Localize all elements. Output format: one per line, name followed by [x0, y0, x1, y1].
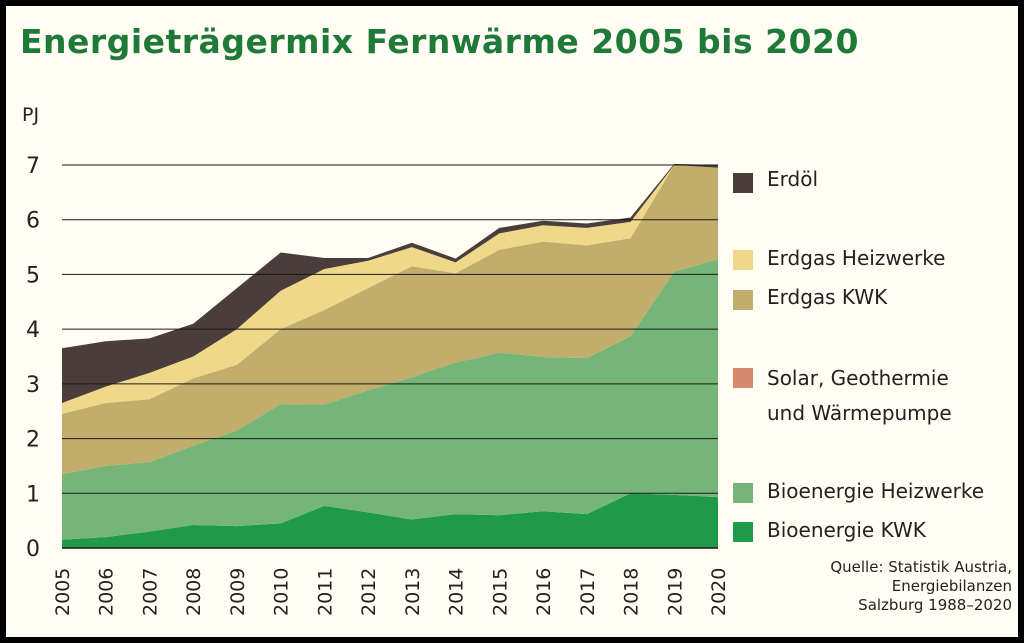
- area-erdöl: [62, 163, 718, 403]
- y-tick-label: 5: [26, 263, 40, 288]
- x-tick-label: 2009: [227, 568, 249, 616]
- legend-label: Erdgas KWK: [767, 285, 888, 309]
- legend-swatch: [733, 250, 753, 270]
- y-tick-label: 6: [26, 209, 40, 234]
- x-tick-label: 2020: [708, 568, 730, 616]
- source-line: Quelle: Statistik Austria,: [830, 558, 1012, 576]
- x-tick-label: 2010: [271, 568, 293, 616]
- chart-title: Energieträgermix Fernwärme 2005 bis 2020: [20, 22, 859, 61]
- area-erdgas-heizwerke: [62, 165, 718, 414]
- x-tick-label: 2011: [314, 568, 336, 616]
- x-tick-label: 2008: [183, 568, 205, 616]
- legend-label: Solar, Geothermie und Wärmepumpe: [767, 366, 952, 425]
- legend-label: Bioenergie Heizwerke: [767, 479, 985, 503]
- area-layers: [62, 163, 718, 548]
- legend-swatch: [733, 483, 753, 503]
- x-tick-label: 2013: [402, 568, 424, 616]
- source-line: Energiebilanzen: [891, 577, 1012, 595]
- legend-swatch: [733, 522, 753, 542]
- y-axis-unit-label: PJ: [22, 104, 40, 126]
- x-tick-label: 2012: [358, 568, 380, 616]
- source-line: Salzburg 1988–2020: [858, 596, 1012, 614]
- x-tick-label: 2015: [489, 568, 511, 616]
- y-tick-label: 3: [26, 373, 40, 398]
- y-tick-label: 2: [26, 428, 40, 453]
- legend-swatch: [733, 290, 753, 310]
- y-tick-label: 0: [26, 537, 40, 562]
- y-tick-label: 7: [26, 154, 40, 179]
- legend-label: Bioenergie KWK: [767, 518, 926, 542]
- y-tick-labels: 0 1 2 3 4 5 6 7: [26, 154, 40, 562]
- x-tick-label: 2018: [621, 568, 643, 616]
- x-tick-label: 2016: [533, 568, 555, 616]
- legend-swatch: [733, 173, 753, 193]
- x-tick-label: 2007: [140, 568, 162, 616]
- gridlines: [62, 164, 718, 549]
- x-tick-labels: 2005 2006 2007 2008 2009 2010 2011 2012 2013 2014…: [52, 568, 730, 616]
- area-bioenergie-heizwerke: [62, 259, 718, 540]
- x-tick-label: 2005: [52, 568, 74, 616]
- legend-swatch: [733, 368, 753, 388]
- x-tick-label: 2014: [446, 568, 468, 616]
- y-tick-label: 4: [26, 318, 40, 343]
- area-bioenergie-kwk: [62, 493, 718, 548]
- y-tick-label: 1: [26, 482, 40, 507]
- legend-label: Erdöl: [767, 167, 818, 191]
- area-erdgas-kwk: [62, 165, 718, 475]
- x-tick-label: 2019: [664, 568, 686, 616]
- legend-label: Erdgas Heizwerke: [767, 246, 946, 270]
- x-tick-label: 2017: [577, 568, 599, 616]
- source-note: Quelle: Statistik Austria, Energiebilanz…: [830, 558, 1012, 615]
- x-tick-label: 2006: [96, 568, 118, 616]
